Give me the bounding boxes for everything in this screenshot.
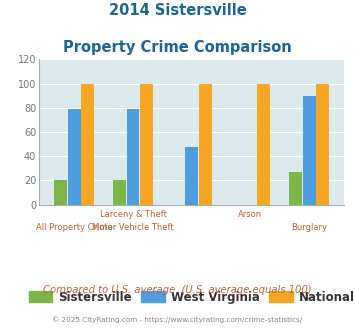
Text: All Property Crime: All Property Crime [36,223,113,232]
Text: Larceny & Theft: Larceny & Theft [99,210,166,218]
Text: Compared to U.S. average. (U.S. average equals 100): Compared to U.S. average. (U.S. average … [43,285,312,295]
Text: Arson: Arson [238,210,262,218]
Bar [113,181,126,205]
Text: 2014 Sistersville: 2014 Sistersville [109,3,246,18]
Bar [185,147,198,205]
Bar [81,83,94,205]
Bar [68,109,81,205]
Bar [199,83,212,205]
Text: Motor Vehicle Theft: Motor Vehicle Theft [92,223,174,232]
Legend: Sistersville, West Virginia, National: Sistersville, West Virginia, National [24,286,355,309]
Bar [257,83,271,205]
Text: Burglary: Burglary [291,223,327,232]
Bar [303,96,316,205]
Text: Property Crime Comparison: Property Crime Comparison [63,40,292,54]
Bar [140,83,153,205]
Text: © 2025 CityRating.com - https://www.cityrating.com/crime-statistics/: © 2025 CityRating.com - https://www.city… [53,317,302,323]
Bar [126,109,140,205]
Bar [289,172,302,205]
Bar [316,83,329,205]
Bar [54,181,67,205]
